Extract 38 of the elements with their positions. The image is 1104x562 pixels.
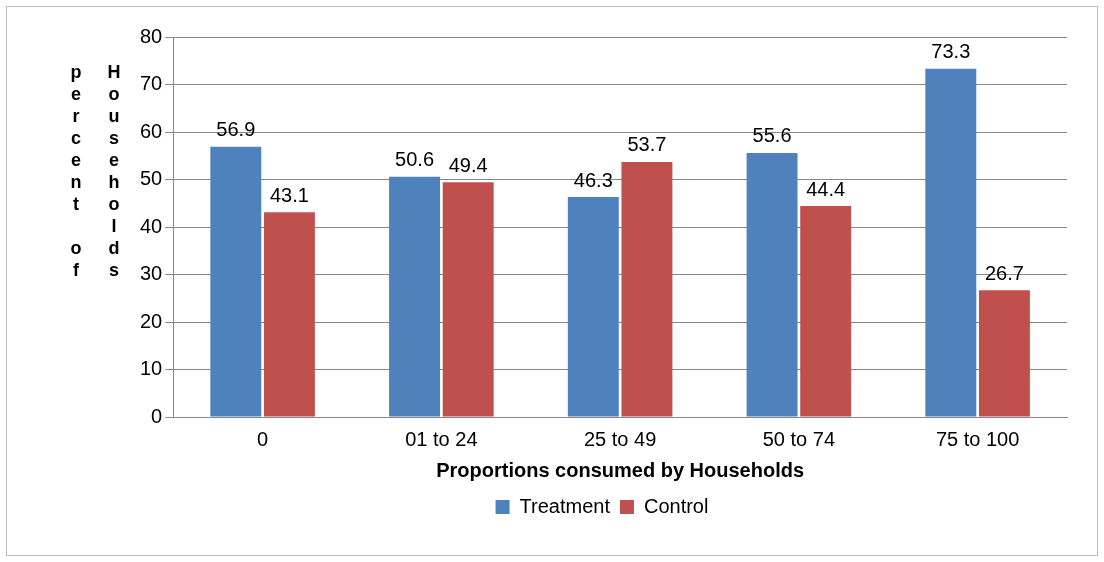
bar [263,212,315,417]
bar [442,182,494,417]
bar [746,152,798,417]
bar [621,161,673,417]
y-tick-label: 0 [151,404,163,427]
y-tick-label: 30 [140,262,163,285]
x-tick-label: 75 to 100 [935,427,1020,450]
data-label: 49.4 [448,153,488,176]
x-tick-label: 0 [257,427,269,450]
data-label: 73.3 [931,40,971,63]
data-label: 50.6 [395,148,435,171]
y-tick-label: 60 [140,119,163,142]
bar [978,290,1030,417]
y-tick-label: 40 [140,214,163,237]
y-tick-label: 20 [140,309,163,332]
x-tick-label: 01 to 24 [405,427,478,450]
bar [800,206,852,417]
y-tick-label: 10 [140,357,163,380]
bar [210,146,262,417]
data-label: 44.4 [806,177,846,200]
y-tick-label: 80 [140,24,163,47]
data-label: 46.3 [573,168,613,191]
bar [389,176,441,417]
legend-label: Control [643,494,709,517]
y-tick-label: 70 [140,72,163,95]
data-label: 55.6 [752,124,792,147]
data-label: 26.7 [984,261,1024,284]
data-label: 53.7 [627,133,667,156]
x-tick-label: 25 to 49 [583,427,657,450]
x-axis-title: Proportions consumed by Households [436,458,805,481]
y-axis-title: percent of Households [65,62,125,284]
bar [567,197,619,417]
data-label: 43.1 [269,183,309,206]
x-tick-label: 50 to 74 [762,427,836,450]
y-tick-label: 50 [140,167,163,190]
legend-label: Treatment [519,494,611,517]
data-label: 56.9 [216,118,256,141]
bar [925,68,977,417]
